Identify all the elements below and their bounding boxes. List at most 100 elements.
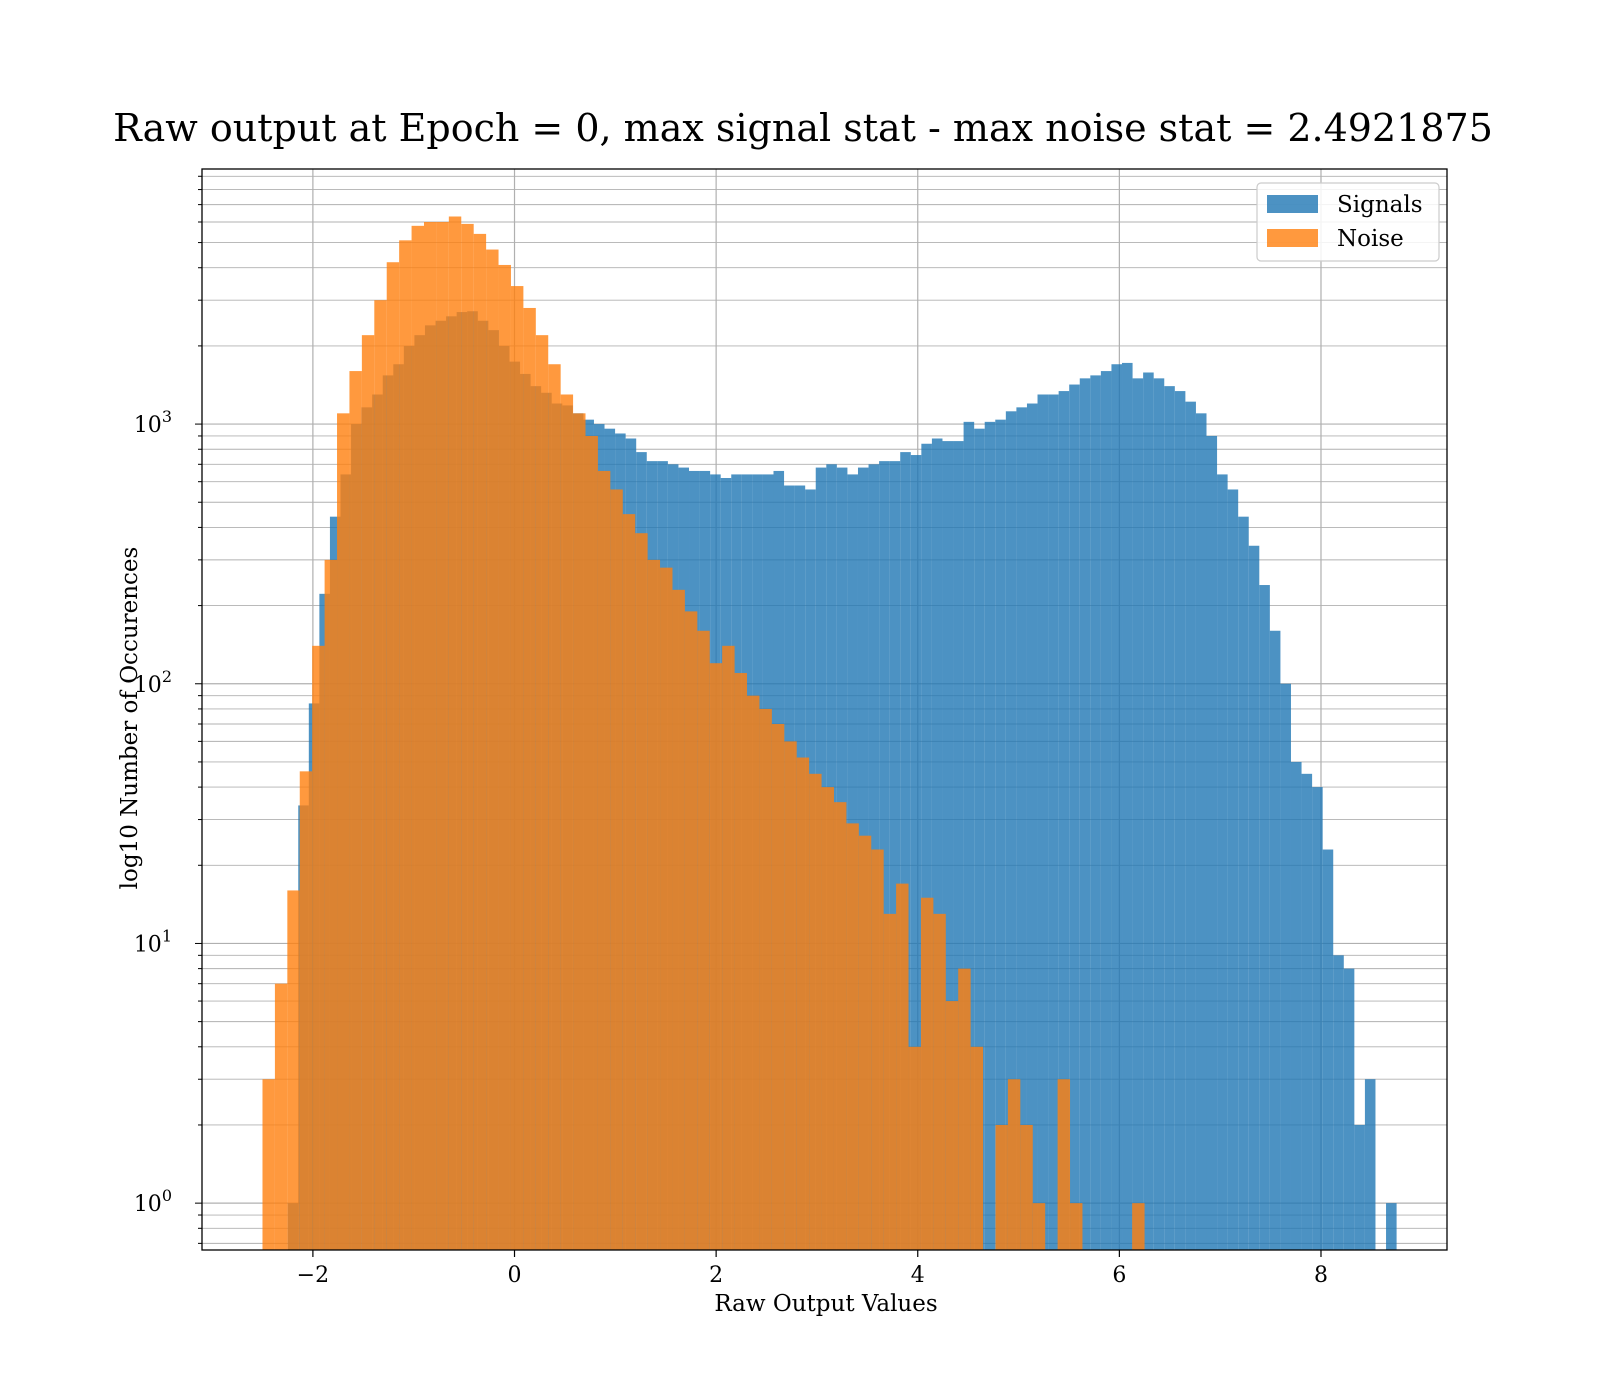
histogram-bar <box>933 913 946 1250</box>
histogram-bar <box>423 222 437 1251</box>
histogram-bar <box>1016 407 1027 1251</box>
histogram-bar <box>1122 362 1133 1250</box>
histogram-bar <box>1164 386 1175 1250</box>
x-tick-label: 6 <box>1112 1263 1126 1288</box>
histogram-bar <box>647 559 661 1250</box>
histogram-bar <box>262 1079 275 1250</box>
histogram-bar <box>910 455 922 1250</box>
histogram-bar <box>1153 378 1165 1250</box>
histogram-bar <box>573 413 586 1250</box>
histogram-bar <box>1280 683 1291 1250</box>
histogram-bar <box>337 413 350 1250</box>
histogram-bar <box>1364 1079 1376 1250</box>
histogram-bar <box>324 559 338 1250</box>
histogram-bar <box>1032 1203 1046 1250</box>
histogram-bar <box>889 461 901 1250</box>
histogram-bar <box>734 673 748 1250</box>
histogram-bar <box>1100 371 1112 1251</box>
histogram-bar <box>486 249 499 1250</box>
legend: Signals Noise <box>1256 182 1440 262</box>
x-tick-label: 0 <box>508 1263 522 1288</box>
histogram-bar <box>1132 378 1144 1250</box>
histogram-bar <box>784 741 797 1250</box>
histogram-bar <box>879 461 890 1250</box>
histogram-bar <box>1090 375 1101 1250</box>
histogram-bar <box>1269 630 1281 1250</box>
histogram-bar <box>448 216 462 1251</box>
legend-label-signals: Signals <box>1337 192 1423 218</box>
y-tick-label: 103 <box>134 407 172 438</box>
histogram-bar <box>1227 489 1239 1251</box>
histogram-bar <box>896 883 909 1250</box>
histogram-bar <box>1143 372 1154 1250</box>
histogram-bar <box>1322 849 1334 1250</box>
histogram-bar <box>399 240 412 1251</box>
histogram-bar <box>411 225 424 1250</box>
histogram-bar <box>361 335 375 1250</box>
histogram-bar <box>771 723 785 1250</box>
histogram-bar <box>461 223 474 1251</box>
histogram-bar <box>1290 761 1302 1250</box>
histogram-bar <box>299 771 313 1250</box>
histogram-bar <box>995 419 1006 1250</box>
histogram-bar <box>984 421 996 1250</box>
histogram-bar <box>1238 516 1249 1250</box>
y-tick-label: 102 <box>134 667 172 698</box>
histogram-bar <box>1248 545 1260 1250</box>
histogram-bar <box>1195 413 1207 1250</box>
histogram-bar <box>1020 1124 1033 1250</box>
histogram-bar <box>374 300 387 1250</box>
histogram-bar <box>1079 378 1091 1250</box>
histogram-bar <box>931 438 943 1250</box>
histogram-bar <box>1354 1124 1365 1250</box>
histogram-bar <box>1259 585 1270 1250</box>
histogram-bar <box>498 264 511 1250</box>
histogram-bar <box>349 371 362 1251</box>
histogram-bar <box>1132 1203 1145 1250</box>
histogram-bar <box>1312 787 1323 1250</box>
histogram-bar <box>560 394 574 1250</box>
histogram-bar <box>672 589 685 1250</box>
histogram-bar <box>1185 401 1196 1250</box>
histogram-bar <box>1037 394 1049 1250</box>
histogram-bar <box>796 757 810 1250</box>
histogram-bar <box>846 823 859 1250</box>
histogram-bar <box>597 470 611 1250</box>
legend-swatch-noise <box>1267 229 1318 247</box>
legend-swatch-signals <box>1267 195 1318 213</box>
histogram-bar <box>274 983 288 1250</box>
histogram-bar <box>974 428 985 1250</box>
y-tick-label: 101 <box>134 926 172 957</box>
histogram-bar <box>1217 474 1228 1250</box>
histogram-bar <box>287 890 300 1250</box>
histogram-bar <box>833 802 847 1250</box>
histogram-bar <box>908 1046 921 1250</box>
histogram-bar <box>1048 394 1059 1250</box>
histogram-bar <box>871 849 884 1250</box>
histogram-bar <box>963 421 975 1250</box>
y-axis-label: log10 Number of Occurences <box>117 547 143 890</box>
histogram-bar <box>1057 1079 1071 1250</box>
histogram-bar <box>386 262 400 1250</box>
legend-label-noise: Noise <box>1337 226 1404 252</box>
histogram-bar <box>945 1001 959 1250</box>
histogram-bar <box>921 443 932 1250</box>
histogram-bar <box>1333 955 1344 1250</box>
histogram-bar <box>883 913 897 1250</box>
histogram-bar <box>722 645 735 1250</box>
histogram-bar <box>660 567 673 1250</box>
histogram-bar <box>585 435 598 1250</box>
histogram-bars <box>262 216 1397 1251</box>
axes: −2 0 2 4 6 8 100 101 102 103 <box>134 168 1448 1288</box>
histogram-bar <box>970 1046 984 1250</box>
histogram-bar <box>920 897 934 1250</box>
histogram-bar <box>548 364 561 1250</box>
histogram-bar <box>436 222 449 1251</box>
histogram-bar <box>523 307 536 1250</box>
histogram-bar <box>312 645 325 1250</box>
histogram-bar <box>958 968 971 1250</box>
plot-frame <box>201 168 1448 1251</box>
histogram-bar <box>1069 384 1080 1250</box>
histogram-bar <box>759 708 772 1250</box>
